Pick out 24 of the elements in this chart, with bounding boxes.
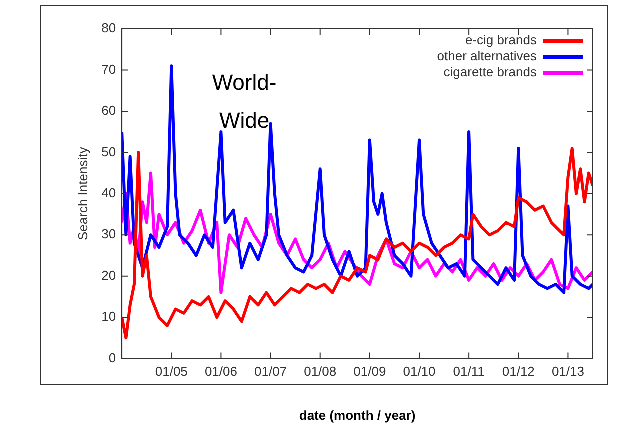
x-tick-label: 01/06 xyxy=(204,364,238,380)
x-tick-label: 01/09 xyxy=(354,364,386,380)
y-tick-label: 70 xyxy=(102,62,116,77)
y-tick-label: 60 xyxy=(102,103,116,118)
x-tick-label: 01/11 xyxy=(453,364,485,380)
y-tick-label: 50 xyxy=(102,144,116,160)
annotation: World-Wide xyxy=(212,70,277,134)
legend-label: cigarette brands xyxy=(444,64,538,80)
y-axis-title: Search Intensity xyxy=(75,146,90,241)
y-tick-label: 10 xyxy=(102,309,116,324)
x-tick-label: 01/13 xyxy=(552,364,584,380)
x-axis-title: date (month / year) xyxy=(299,408,416,423)
y-tick-label: 40 xyxy=(102,185,116,200)
y-tick-label: 20 xyxy=(102,268,116,283)
y-tick-label: 0 xyxy=(108,350,116,366)
x-tick-label: 01/07 xyxy=(254,364,288,380)
legend-label: e-cig brands xyxy=(465,32,538,48)
legend-label: other alternatives xyxy=(437,48,538,64)
y-tick-label: 30 xyxy=(102,226,116,242)
x-tick-label: 01/10 xyxy=(403,364,436,380)
x-tick-label: 01/12 xyxy=(502,364,535,380)
y-tick-label: 80 xyxy=(102,20,116,36)
x-tick-label: 01/05 xyxy=(155,364,188,380)
x-tick-label: 01/08 xyxy=(304,364,337,380)
